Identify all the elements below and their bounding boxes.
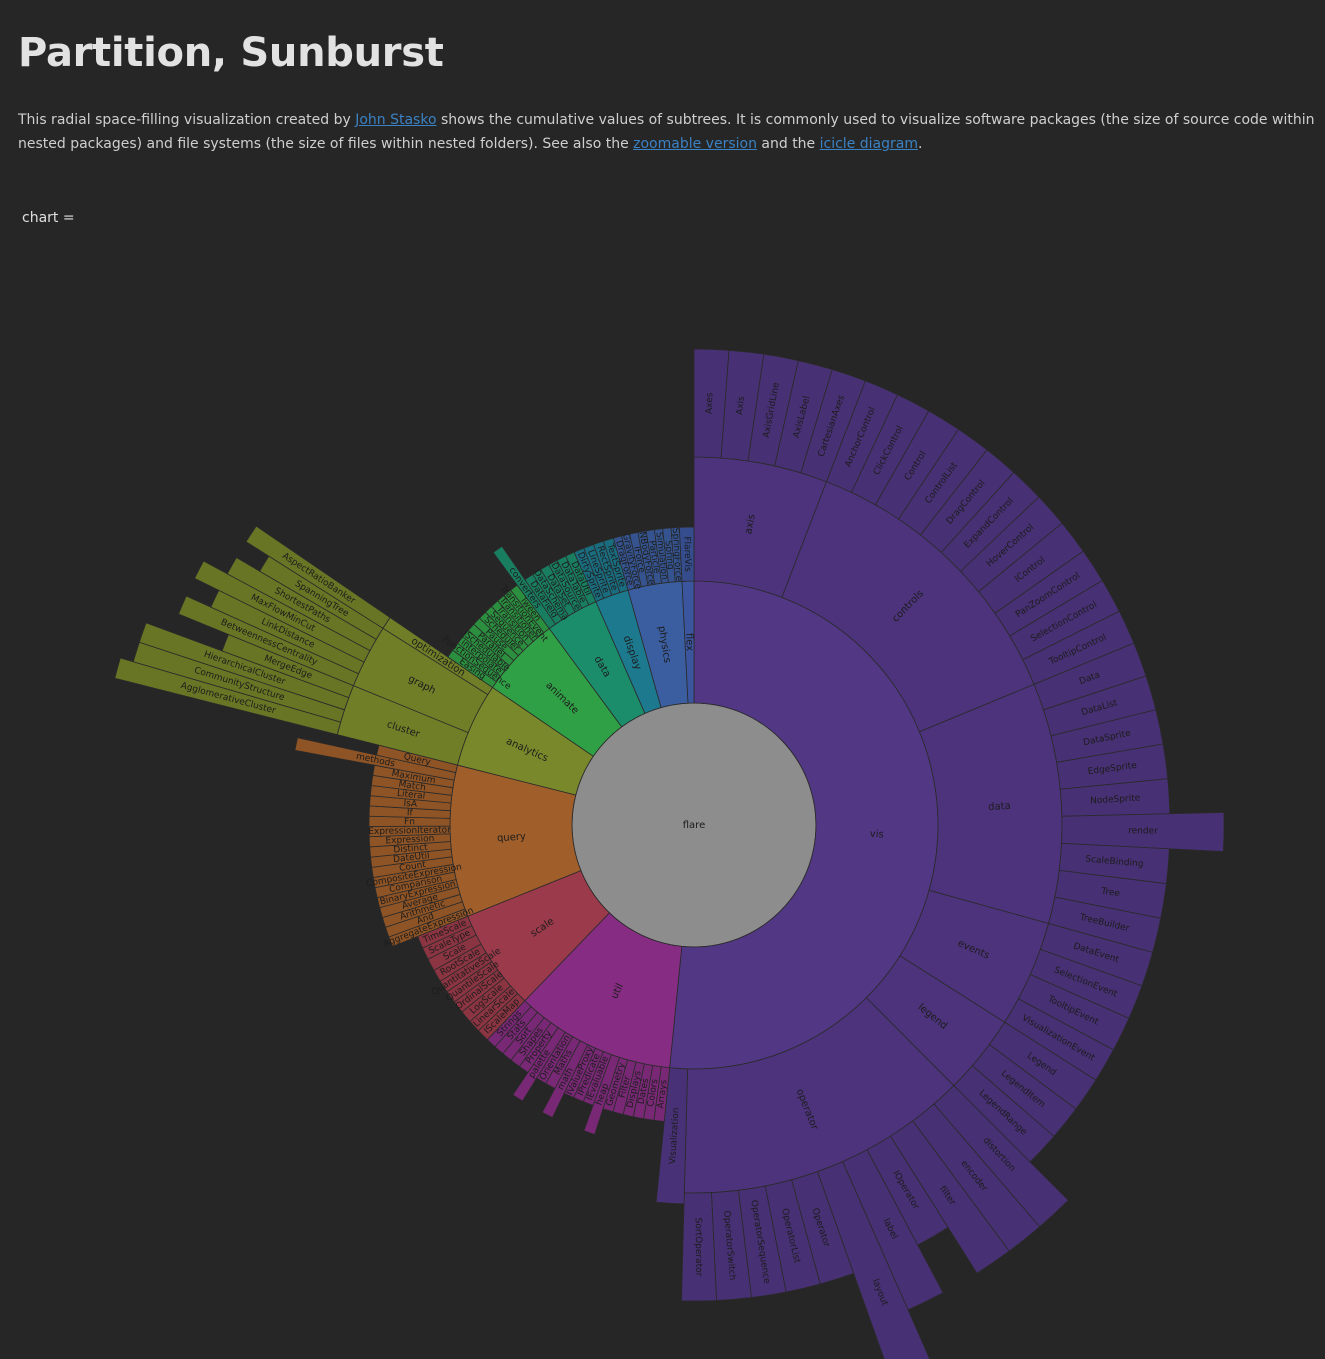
segment-FlareVis[interactable] <box>678 526 695 582</box>
intro-text-1: This radial space-filling visualization … <box>18 112 356 128</box>
zoomable-version-link[interactable]: zoomable version <box>633 136 757 152</box>
root-node[interactable] <box>571 702 817 948</box>
icicle-diagram-link[interactable]: icicle diagram <box>819 136 918 152</box>
cell-label: chart = <box>22 210 75 226</box>
segment-AspectRatioBanker[interactable] <box>245 525 391 629</box>
segment-SortOperator[interactable] <box>681 1192 717 1302</box>
page-title: Partition, Sunburst <box>18 30 444 76</box>
intro-paragraph: This radial space-filling visualization … <box>18 108 1318 156</box>
author-link[interactable]: John Stasko <box>355 112 437 128</box>
intro-text-2: shows the cumulative values of subtrees.… <box>18 112 1315 152</box>
intro-text-4: . <box>917 136 923 152</box>
intro-text-3: and the <box>756 136 820 152</box>
